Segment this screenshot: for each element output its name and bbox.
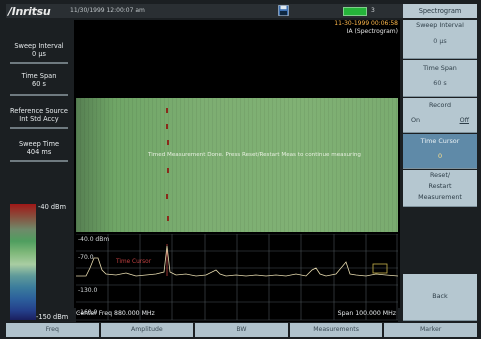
waterfall-marker	[166, 194, 168, 199]
floppy-disk-icon[interactable]	[278, 5, 289, 16]
left-info-panel: Sweep Interval 0 µs Time Span 60 s Refer…	[6, 20, 72, 334]
softkey-label: Time Cursor	[420, 137, 460, 145]
ref-level-0: -40.0 dBm	[78, 236, 109, 243]
softkey-value: 0 µs	[433, 37, 447, 45]
marker-box	[372, 263, 388, 274]
sweep-interval-info: Sweep Interval 0 µs	[6, 42, 72, 58]
spectrum-trace-plot[interactable]: -40.0 dBm -70.0 -130.0 -160.0 Time Curso…	[76, 234, 398, 322]
waterfall-plot[interactable]: Timed Measurement Done. Press Reset/Rest…	[76, 98, 398, 232]
softkey-label-2: Restart	[428, 182, 452, 190]
status-bar: /Inritsu 11/30/1999 12:00:07 am 3	[6, 4, 404, 18]
waterfall-marker	[167, 216, 169, 221]
time-span-info: Time Span 60 s	[6, 72, 72, 88]
menu-title: Spectrogram	[403, 4, 477, 18]
divider	[10, 62, 68, 64]
softkey-label: Record	[428, 101, 452, 109]
softkey-label-3: Measurement	[418, 193, 462, 201]
record-off-option[interactable]: Off	[459, 116, 469, 124]
divider	[10, 127, 68, 129]
scale-bottom-label: -150 dBm	[36, 313, 69, 321]
sweep-time-label: Sweep Time	[18, 140, 60, 148]
display-datetime: 11-30-1999 00:06:58	[334, 20, 398, 27]
tab-freq[interactable]: Freq	[6, 323, 99, 337]
time-cursor-softkey[interactable]: Time Cursor 0	[403, 134, 477, 169]
brand-logo: /Inritsu	[8, 5, 51, 18]
tab-amplitude[interactable]: Amplitude	[100, 323, 194, 337]
softkey-label: Back	[432, 292, 448, 300]
softkey-label: Sweep Interval	[416, 21, 464, 29]
soft-key-panel: Spectrogram Sweep Interval 0 µs Time Spa…	[403, 4, 477, 326]
waterfall-marker	[167, 168, 169, 173]
waterfall-marker	[167, 140, 169, 145]
sweep-interval-softkey[interactable]: Sweep Interval 0 µs	[403, 20, 477, 59]
spectrum-trace	[76, 245, 398, 277]
spectrogram-display[interactable]: 11-30-1999 00:06:58 IA (Spectrogram) Tim…	[74, 20, 400, 322]
ref-level-1: -70.0	[78, 254, 94, 261]
time-span-value: 60 s	[32, 80, 46, 88]
ref-level-3: -160.0	[78, 309, 98, 316]
scale-top-label: -40 dBm	[38, 203, 66, 211]
softkey-value: 60 s	[433, 79, 447, 87]
divider	[10, 94, 68, 96]
waterfall-marker	[166, 124, 168, 129]
tab-measurements[interactable]: Measurements	[289, 323, 383, 337]
back-softkey[interactable]: Back	[403, 274, 477, 321]
time-cursor-label: Time Cursor	[115, 259, 152, 265]
sweep-interval-value: 0 µs	[32, 50, 46, 58]
ref-source-value: Int Std Accy	[19, 115, 59, 123]
record-softkey[interactable]: Record On Off	[403, 98, 477, 133]
span-frequency: Span 100.000 MHz	[337, 310, 396, 317]
waterfall-marker	[166, 108, 168, 113]
status-datetime: 11/30/1999 12:00:07 am	[70, 7, 145, 14]
tab-bw[interactable]: BW	[195, 323, 288, 337]
record-on-option[interactable]: On	[411, 116, 421, 124]
softkey-value: 0	[437, 152, 443, 160]
center-frequency: Center Freq 880.000 MHz	[76, 310, 155, 317]
sweep-interval-label: Sweep Interval	[14, 42, 64, 50]
bottom-menu-bar: Freq Amplitude BW Measurements Marker	[6, 323, 477, 337]
ref-source-label: Reference Source	[10, 107, 68, 115]
divider	[10, 160, 68, 162]
measurement-done-message: Timed Measurement Done. Press Reset/Rest…	[148, 152, 361, 158]
reset-restart-measurement-softkey[interactable]: Reset/ Restart Measurement	[403, 170, 477, 207]
time-span-label: Time Span	[21, 72, 57, 80]
display-mode: IA (Spectrogram)	[346, 28, 398, 35]
ref-level-2: -130.0	[78, 287, 98, 294]
ref-source-info: Reference Source Int Std Accy	[6, 107, 72, 123]
sweep-time-info: Sweep Time 404 ms	[6, 140, 72, 156]
time-span-softkey[interactable]: Time Span 60 s	[403, 60, 477, 97]
battery-icon	[343, 7, 367, 16]
battery-count: 3	[371, 7, 375, 14]
color-scale-bar	[10, 204, 36, 320]
empty-softkey	[403, 208, 477, 272]
graticule	[76, 234, 398, 321]
sweep-time-value: 404 ms	[26, 148, 52, 156]
softkey-label: Time Span	[423, 64, 457, 72]
softkey-label: Reset/	[429, 171, 450, 179]
tab-marker[interactable]: Marker	[384, 323, 477, 337]
